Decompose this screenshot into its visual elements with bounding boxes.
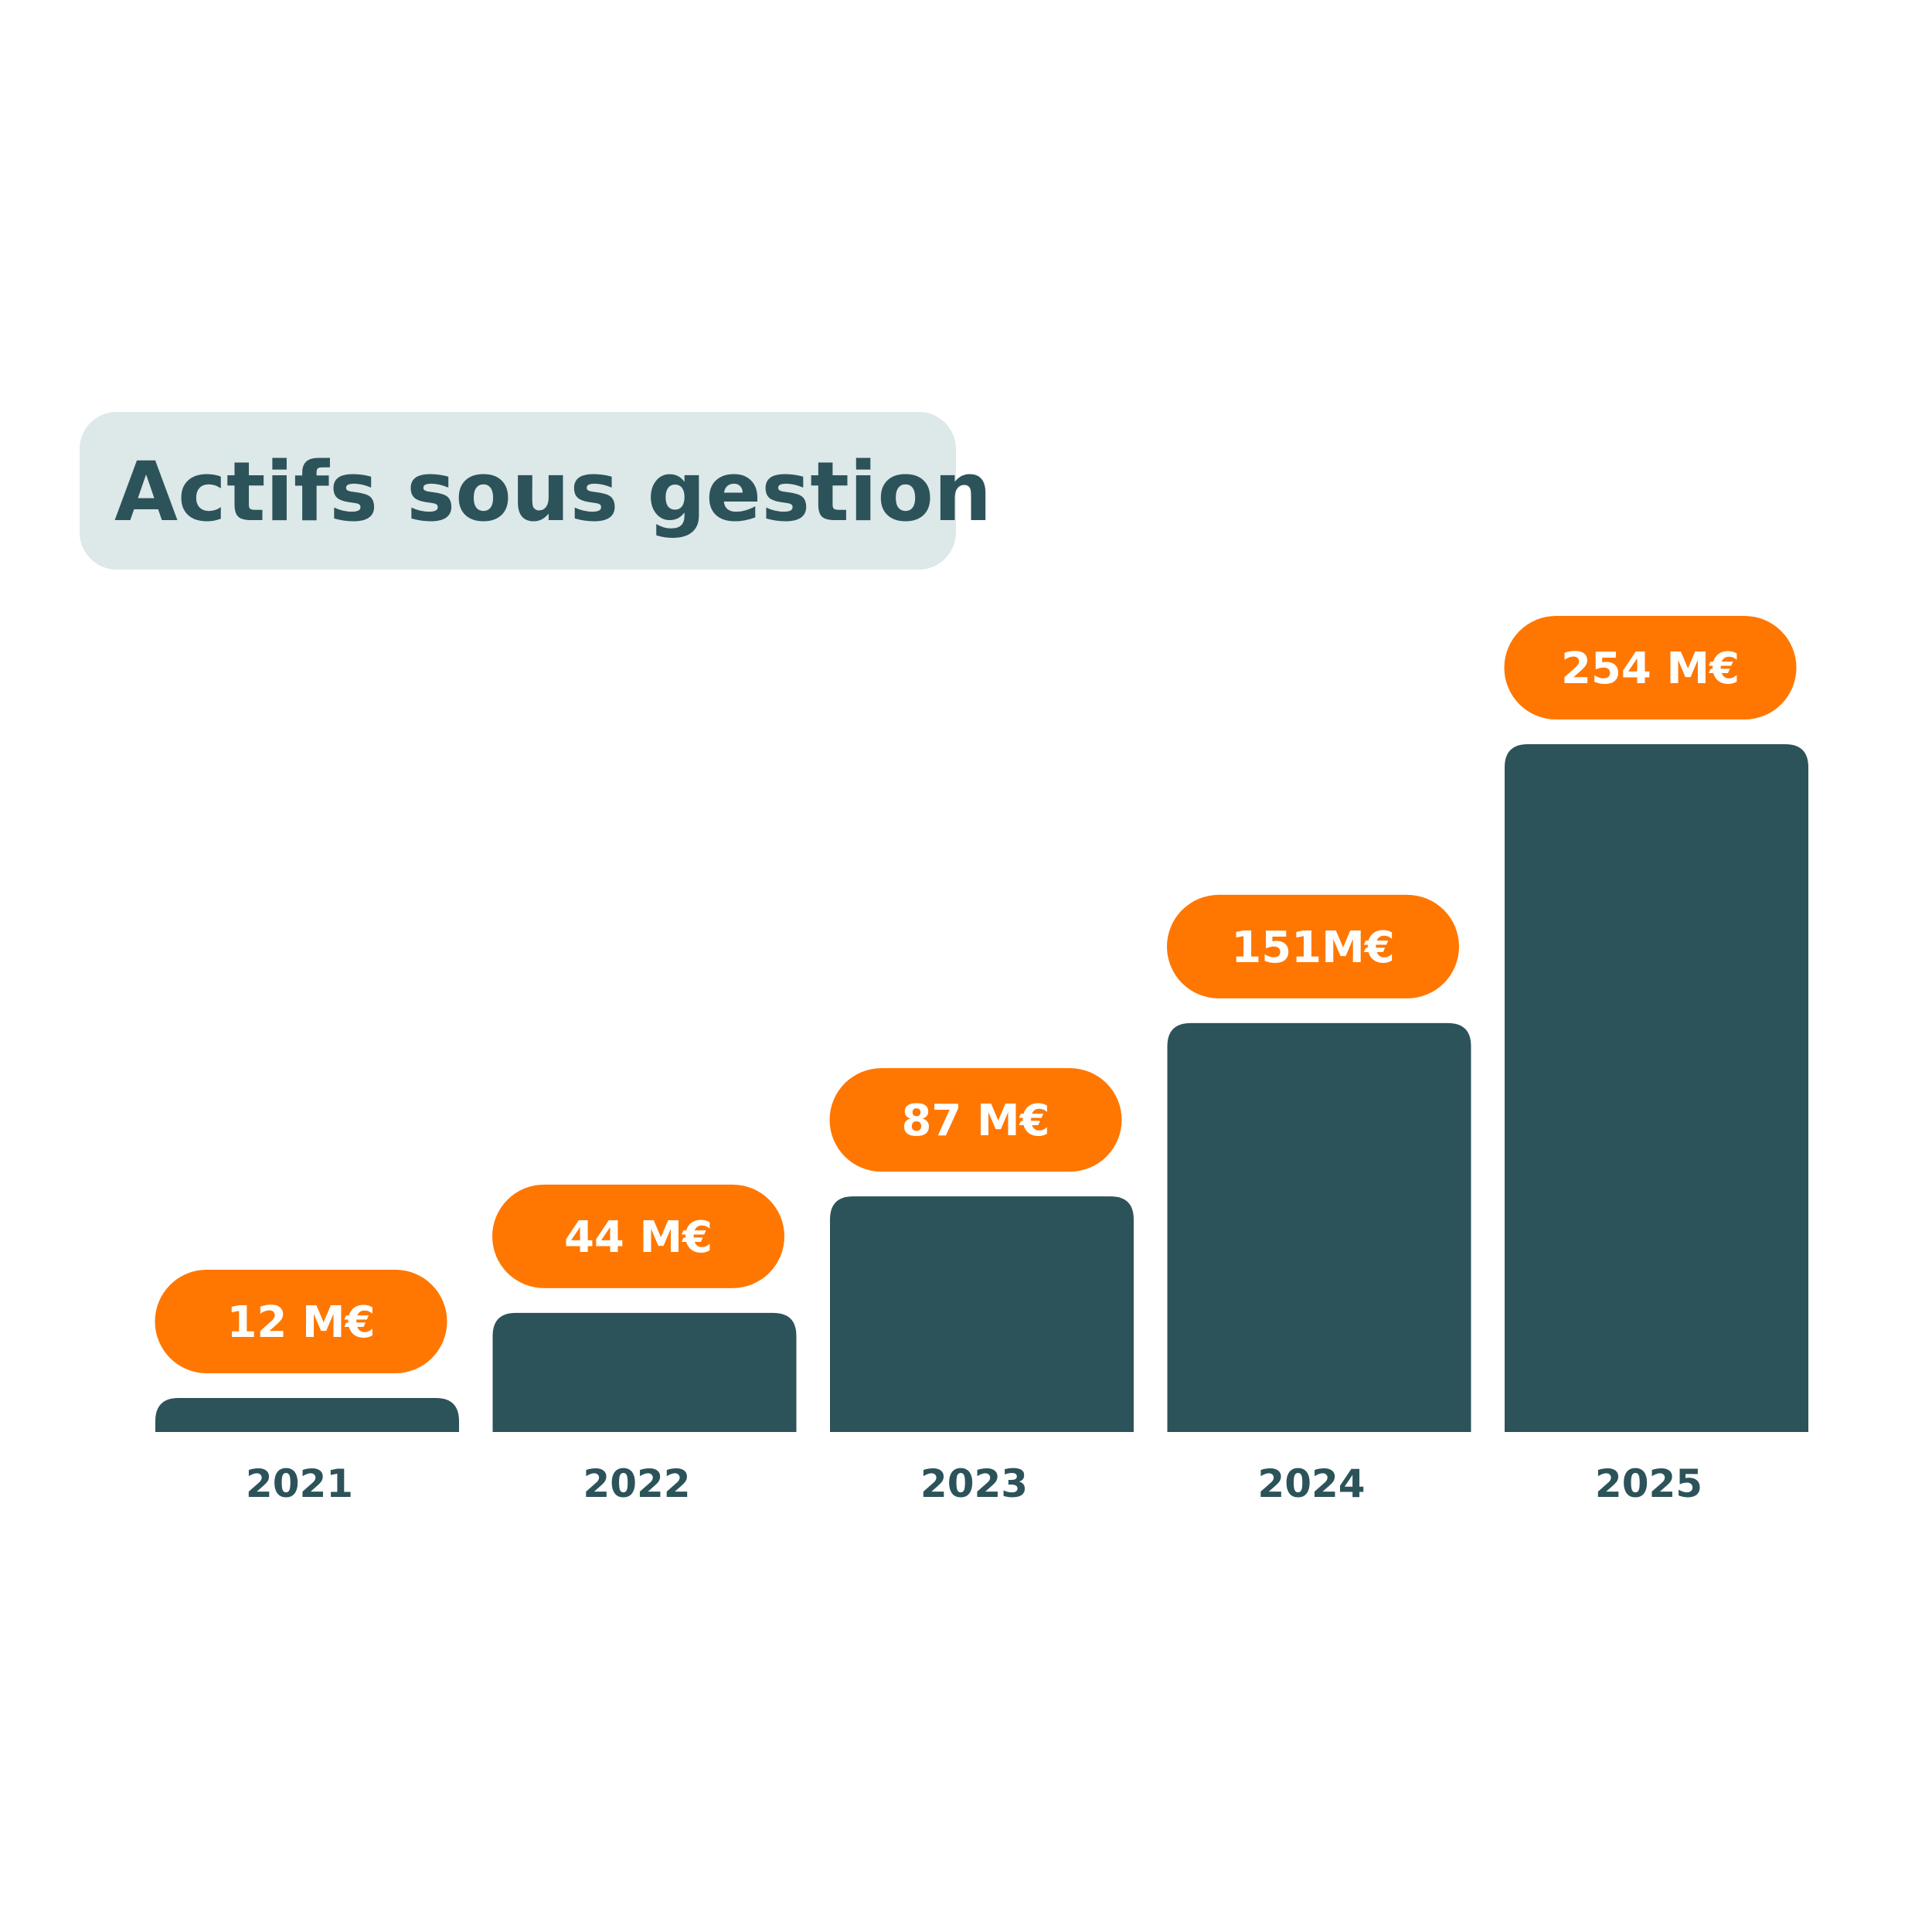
x-tick-label-2025: 2025 [1595,1461,1702,1506]
bar-2023 [830,1196,1134,1432]
data-label-pill-2023 [829,1068,1122,1172]
bar-2024 [1167,1022,1471,1432]
data-label-pill-2025 [1504,616,1797,719]
data-labels-group: 12 M€ 44 M€ 87 M€ 151M€ 254 M€ [155,616,1797,1373]
bars-group [155,744,1808,1432]
data-label-pill-2022 [492,1184,784,1288]
x-tick-label-2021: 2021 [246,1461,353,1506]
x-tick-label-2023: 2023 [920,1461,1028,1506]
chart-title-text: Actifs sous gestion [114,444,992,539]
data-label-2023: 87 M€ [901,1096,1049,1146]
data-label-2021: 12 M€ [226,1298,375,1348]
x-axis-tick-labels: 2021 2022 2023 2024 2025 [246,1461,1702,1506]
x-tick-label-2024: 2024 [1257,1461,1365,1506]
data-label-2022: 44 M€ [564,1213,713,1263]
bar-2025 [1505,744,1808,1432]
data-label-pill-2024 [1167,894,1459,998]
x-tick-label-2022: 2022 [583,1461,690,1506]
data-label-pill-2021 [155,1270,447,1373]
data-label-2025: 254 M€ [1561,644,1740,694]
chart-title: Actifs sous gestion [80,412,992,570]
chart-title-background [80,412,956,570]
bar-2021 [155,1398,459,1432]
data-label-2024: 151M€ [1231,923,1395,973]
bar-2022 [492,1312,797,1432]
